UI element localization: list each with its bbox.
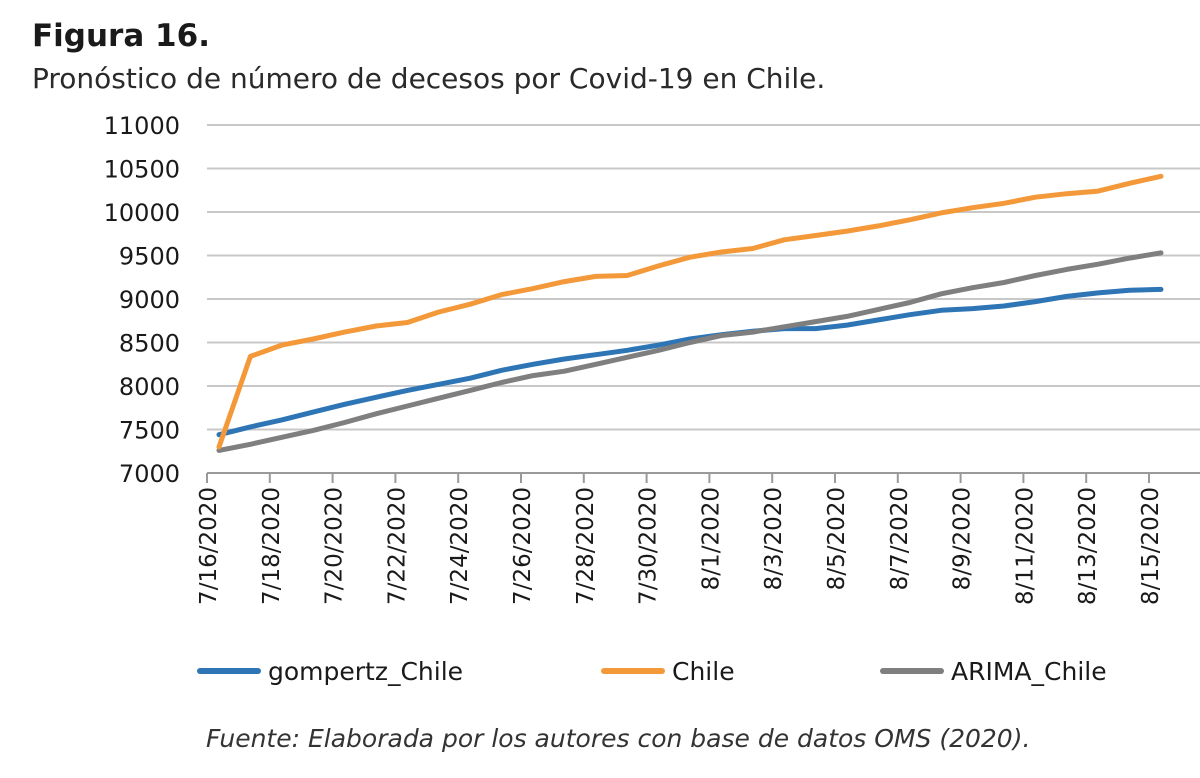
series-line-arima-chile — [216, 250, 1164, 453]
y-tick-label: 7000 — [119, 460, 180, 488]
x-tick-label: 7/30/2020 — [636, 487, 662, 605]
series-line-gompertz-chile — [216, 286, 1164, 438]
y-tick-label: 9000 — [119, 286, 180, 314]
x-tick-label: 8/13/2020 — [1075, 487, 1101, 605]
x-tick-label: 7/26/2020 — [510, 487, 536, 605]
x-tick-label: 7/20/2020 — [322, 487, 348, 605]
x-tick-label: 8/11/2020 — [1012, 487, 1038, 605]
series-line-chile — [216, 173, 1164, 450]
y-tick-label: 10500 — [104, 156, 180, 184]
x-tick-label: 7/22/2020 — [384, 487, 410, 605]
x-tick-label: 7/18/2020 — [259, 487, 285, 605]
x-tick-label: 8/1/2020 — [698, 487, 724, 590]
x-tick-label: 8/5/2020 — [824, 487, 850, 590]
x-tick-label: 7/24/2020 — [447, 487, 473, 605]
x-tick-label: 8/9/2020 — [950, 487, 976, 590]
x-tick-label: 8/3/2020 — [761, 487, 787, 590]
y-tick-label: 9500 — [119, 243, 180, 271]
y-tick-label: 7500 — [119, 417, 180, 445]
figure-label: Figura 16. — [32, 18, 210, 54]
y-tick-label: 11000 — [104, 112, 180, 140]
y-tick-label: 8500 — [119, 330, 180, 358]
x-tick-label: 7/28/2020 — [573, 487, 599, 605]
x-tick-label: 8/7/2020 — [887, 487, 913, 590]
source-note: Fuente: Elaborada por los autores con ba… — [206, 724, 1031, 753]
legend-label: gompertz_Chile — [268, 657, 463, 686]
y-tick-label: 10000 — [104, 199, 180, 227]
figure-title: Pronóstico de número de decesos por Covi… — [32, 62, 826, 95]
x-tick-label: 7/16/2020 — [196, 487, 222, 605]
x-tick-label: 8/15/2020 — [1138, 487, 1164, 605]
y-tick-label: 8000 — [119, 373, 180, 401]
legend-label: Chile — [672, 657, 735, 686]
legend-label: ARIMA_Chile — [951, 657, 1107, 686]
